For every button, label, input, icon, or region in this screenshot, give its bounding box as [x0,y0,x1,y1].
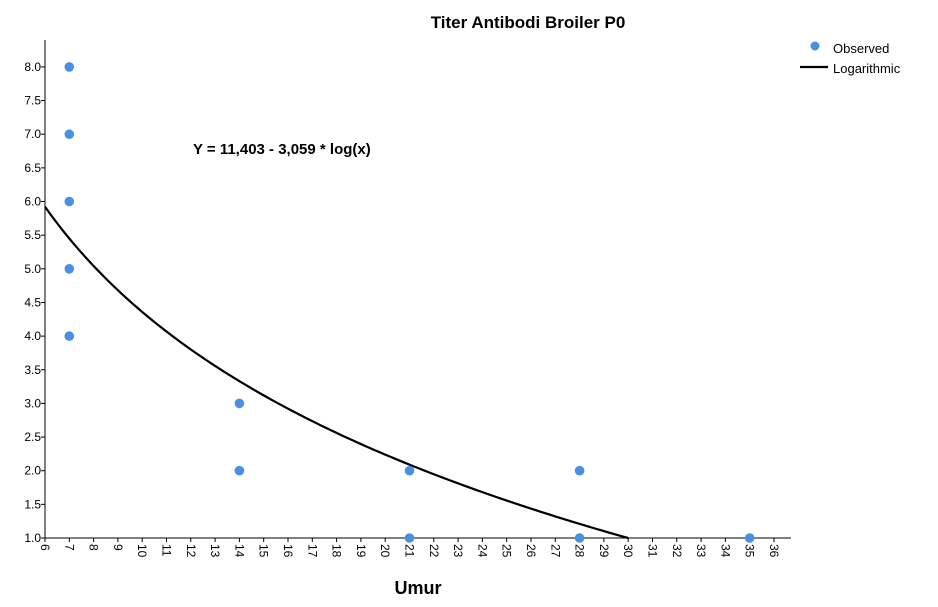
legend-observed-marker [810,41,820,51]
y-tick-label: 3.0 [24,396,41,410]
x-tick-label: 24 [475,544,489,558]
y-tick-label: 8.0 [24,60,41,74]
x-tick-label: 23 [451,544,465,558]
observed-point [404,533,415,543]
observed-point [234,398,245,409]
x-tick-label: 17 [305,544,319,558]
legend: Observed Logarithmic [800,41,901,76]
x-tick-label: 16 [281,544,295,558]
logarithmic-fit-line [44,206,629,540]
plot-area: 1.0 1.5 2.0 2.5 3.0 3.5 4.0 4.5 5.0 5.5 6.0 6.5 7.0 7… [24,40,791,558]
x-tick-label: 35 [743,544,757,558]
y-tick-label: 3.5 [24,363,41,377]
x-tick-label: 8 [87,544,101,551]
chart-title: Titer Antibodi Broiler P0 [431,13,626,32]
y-tick-label: 2.5 [24,430,41,444]
x-tick-label: 10 [135,544,149,558]
observed-point [64,129,75,140]
y-tick-label: 1.5 [24,497,41,511]
x-tick-label: 7 [62,544,76,551]
legend-logarithmic-label: Logarithmic [833,61,901,76]
x-tick-label: 28 [573,544,587,558]
y-tick-label: 4.5 [24,295,41,309]
x-tick-label: 30 [621,544,635,558]
observed-point [234,465,245,476]
y-tick-label: 1.0 [24,531,41,545]
observed-point [64,264,75,274]
x-tick-label: 9 [111,544,125,551]
x-tick-label: 18 [330,544,344,558]
x-tick-label: 29 [597,544,611,558]
y-tick-label: 6.0 [24,195,41,209]
y-tick-group: 1.0 1.5 2.0 2.5 3.0 3.5 4.0 4.5 5.0 5.5 6.0 6.5 7.0 7… [24,60,45,545]
y-tick-label: 5.5 [24,228,41,242]
y-tick-label: 5.0 [24,262,41,276]
x-tick-label: 32 [670,544,684,558]
observed-point [64,196,75,207]
observed-point [574,533,585,543]
observed-point [744,533,755,543]
y-tick-label: 2.0 [24,464,41,478]
x-tick-label: 31 [645,544,659,558]
x-tick-label: 34 [718,544,732,558]
x-tick-group: 6 7 8 9 10 11 12 13 14 15 16 17 18 19 20 21 22 23 24 25 26 27… [38,538,781,558]
x-tick-label: 26 [524,544,538,558]
x-tick-label: 15 [257,544,271,558]
x-tick-label: 33 [694,544,708,558]
legend-observed-label: Observed [833,41,889,56]
y-tick-label: 4.0 [24,329,41,343]
x-axis-label: Umur [394,578,441,598]
x-tick-label: 14 [232,544,246,558]
equation-annotation: Y = 11,403 - 3,059 * log(x) [193,141,371,158]
y-tick-label: 6.5 [24,161,41,175]
x-tick-label: 19 [354,544,368,558]
x-tick-label: 25 [500,544,514,558]
y-tick-label: 7.5 [24,94,41,108]
x-tick-label: 22 [427,544,441,558]
x-tick-label: 36 [767,544,781,558]
y-tick-label: 7.0 [24,127,41,141]
x-tick-label: 27 [548,544,562,558]
x-tick-label: 6 [38,544,52,551]
observed-point [64,331,75,341]
x-tick-label: 13 [208,544,222,558]
observed-point [404,465,415,476]
x-tick-label: 20 [378,544,392,558]
x-tick-label: 21 [402,544,416,558]
observed-point [574,465,585,476]
observed-points [64,62,755,543]
observed-point [64,62,75,72]
x-tick-label: 11 [159,544,173,557]
x-tick-label: 12 [184,544,198,558]
